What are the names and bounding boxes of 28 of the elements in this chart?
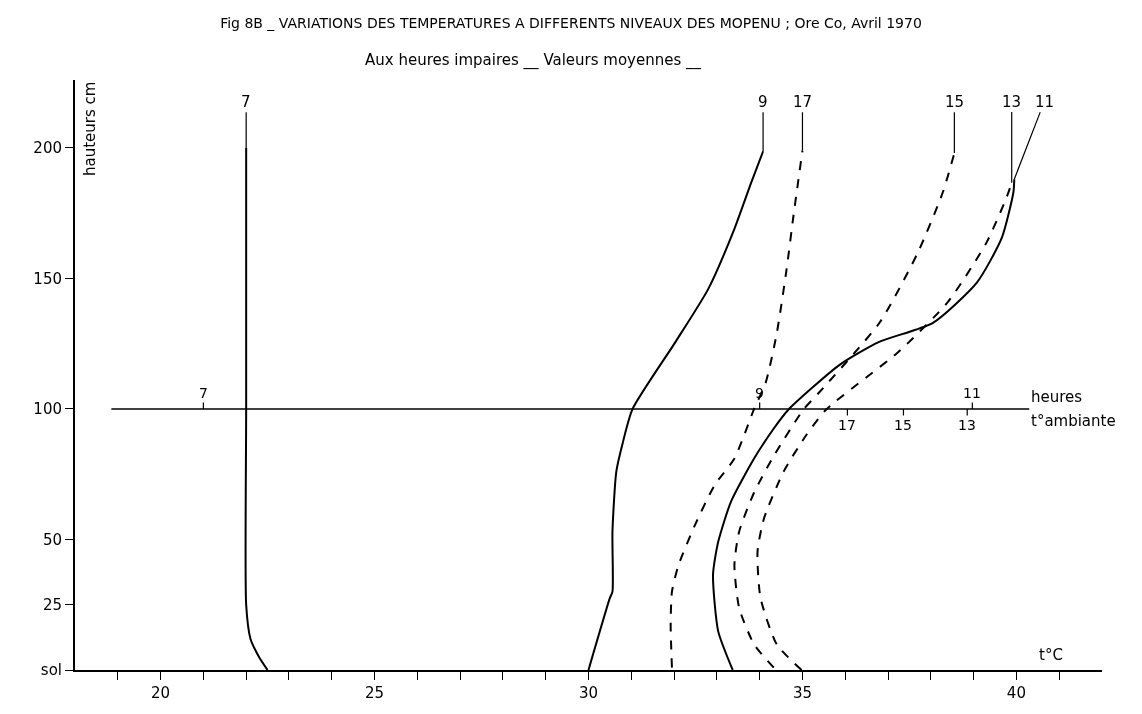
x-tick-label: 30 [578, 684, 599, 702]
annotation: heures [1031, 388, 1083, 406]
y-tick-label: sol [40, 661, 62, 680]
annotation: 7 [199, 385, 208, 401]
annotation: 11 [963, 385, 981, 401]
y-tick-label: 50 [42, 530, 62, 549]
annotation: 7 [241, 93, 251, 111]
annotation: t°ambiante [1031, 412, 1116, 430]
x-tick-label: 25 [364, 684, 385, 702]
y-tick-label: 100 [33, 400, 62, 419]
x-tick-label: 40 [1006, 684, 1026, 702]
annotation: 11 [1035, 93, 1055, 111]
chart-title: Fig 8B _ VARIATIONS DES TEMPERATURES A DIFFERENTS NIVEAUX DES MOPENU ; Ore Co, Avril 1970 [220, 14, 922, 31]
x-tick-label: 35 [792, 684, 813, 702]
y-tick-label: 150 [33, 269, 62, 288]
chart-subtitle: Aux heures impaires __ Valeurs moyennes __ [365, 51, 702, 70]
annotation: 15 [894, 417, 912, 433]
x-tick-label: 20 [151, 684, 171, 702]
x-axis-title: t°C [1039, 646, 1063, 664]
annotation: 13 [958, 417, 976, 433]
annotation: 13 [1002, 93, 1022, 111]
annotation: 17 [793, 93, 813, 111]
y-tick-label: 25 [42, 595, 62, 614]
y-tick-label: 200 [33, 139, 62, 158]
annotation: 9 [758, 93, 768, 111]
y-axis-title: hauteurs cm [81, 81, 99, 176]
annotation: 17 [838, 417, 856, 433]
annotation: 15 [945, 93, 965, 111]
